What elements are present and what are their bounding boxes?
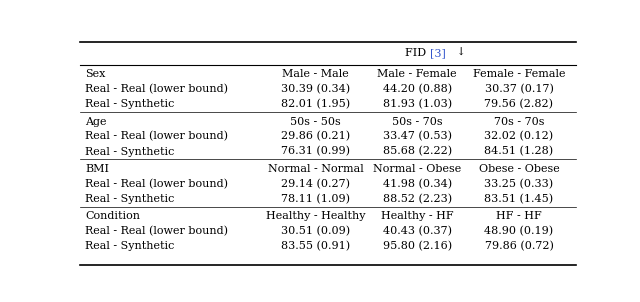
Text: 76.31 (0.99): 76.31 (0.99) bbox=[281, 146, 350, 157]
Text: 33.47 (0.53): 33.47 (0.53) bbox=[383, 131, 452, 142]
Text: Real - Real (lower bound): Real - Real (lower bound) bbox=[85, 84, 228, 94]
Text: 32.02 (0.12): 32.02 (0.12) bbox=[484, 131, 554, 142]
Text: Healthy - Healthy: Healthy - Healthy bbox=[266, 211, 365, 221]
Text: Normal - Normal: Normal - Normal bbox=[268, 164, 364, 174]
Text: 85.68 (2.22): 85.68 (2.22) bbox=[383, 146, 452, 157]
Text: 95.80 (2.16): 95.80 (2.16) bbox=[383, 241, 452, 252]
Text: ↓: ↓ bbox=[454, 48, 467, 58]
Text: 40.43 (0.37): 40.43 (0.37) bbox=[383, 226, 452, 236]
Text: HF - HF: HF - HF bbox=[496, 211, 542, 221]
Text: Real - Real (lower bound): Real - Real (lower bound) bbox=[85, 131, 228, 142]
Text: Real - Real (lower bound): Real - Real (lower bound) bbox=[85, 226, 228, 236]
Text: Sex: Sex bbox=[85, 69, 106, 79]
Text: Real - Synthetic: Real - Synthetic bbox=[85, 194, 174, 204]
Text: Real - Synthetic: Real - Synthetic bbox=[85, 99, 174, 109]
Text: [3]: [3] bbox=[429, 48, 445, 58]
Text: 50s - 70s: 50s - 70s bbox=[392, 117, 443, 127]
Text: 88.52 (2.23): 88.52 (2.23) bbox=[383, 194, 452, 204]
Text: FID: FID bbox=[405, 48, 429, 58]
Text: Age: Age bbox=[85, 117, 106, 127]
Text: Obese - Obese: Obese - Obese bbox=[479, 164, 559, 174]
Text: 30.51 (0.09): 30.51 (0.09) bbox=[281, 226, 350, 236]
Text: 30.37 (0.17): 30.37 (0.17) bbox=[484, 84, 554, 94]
Text: Real - Synthetic: Real - Synthetic bbox=[85, 146, 174, 156]
Text: BMI: BMI bbox=[85, 164, 109, 174]
Text: 83.55 (0.91): 83.55 (0.91) bbox=[281, 241, 350, 252]
Text: 78.11 (1.09): 78.11 (1.09) bbox=[281, 194, 350, 204]
Text: 33.25 (0.33): 33.25 (0.33) bbox=[484, 179, 554, 189]
Text: 50s - 50s: 50s - 50s bbox=[290, 117, 341, 127]
Text: Condition: Condition bbox=[85, 211, 140, 221]
Text: Normal - Obese: Normal - Obese bbox=[373, 164, 461, 174]
Text: Healthy - HF: Healthy - HF bbox=[381, 211, 454, 221]
Text: Male - Male: Male - Male bbox=[282, 69, 349, 79]
Text: 41.98 (0.34): 41.98 (0.34) bbox=[383, 179, 452, 189]
Text: Male - Female: Male - Female bbox=[378, 69, 457, 79]
Text: 84.51 (1.28): 84.51 (1.28) bbox=[484, 146, 554, 157]
Text: 44.20 (0.88): 44.20 (0.88) bbox=[383, 84, 452, 94]
Text: 29.14 (0.27): 29.14 (0.27) bbox=[281, 179, 350, 189]
Text: 70s - 70s: 70s - 70s bbox=[493, 117, 544, 127]
Text: 48.90 (0.19): 48.90 (0.19) bbox=[484, 226, 554, 236]
Text: 29.86 (0.21): 29.86 (0.21) bbox=[281, 131, 350, 142]
Text: 82.01 (1.95): 82.01 (1.95) bbox=[281, 99, 350, 109]
Text: Female - Female: Female - Female bbox=[473, 69, 565, 79]
Text: Real - Synthetic: Real - Synthetic bbox=[85, 242, 174, 252]
Text: Real - Real (lower bound): Real - Real (lower bound) bbox=[85, 179, 228, 189]
Text: 79.56 (2.82): 79.56 (2.82) bbox=[484, 99, 554, 109]
Text: 79.86 (0.72): 79.86 (0.72) bbox=[484, 241, 554, 252]
Text: 30.39 (0.34): 30.39 (0.34) bbox=[281, 84, 350, 94]
Text: 81.93 (1.03): 81.93 (1.03) bbox=[383, 99, 452, 109]
Text: 83.51 (1.45): 83.51 (1.45) bbox=[484, 194, 554, 204]
